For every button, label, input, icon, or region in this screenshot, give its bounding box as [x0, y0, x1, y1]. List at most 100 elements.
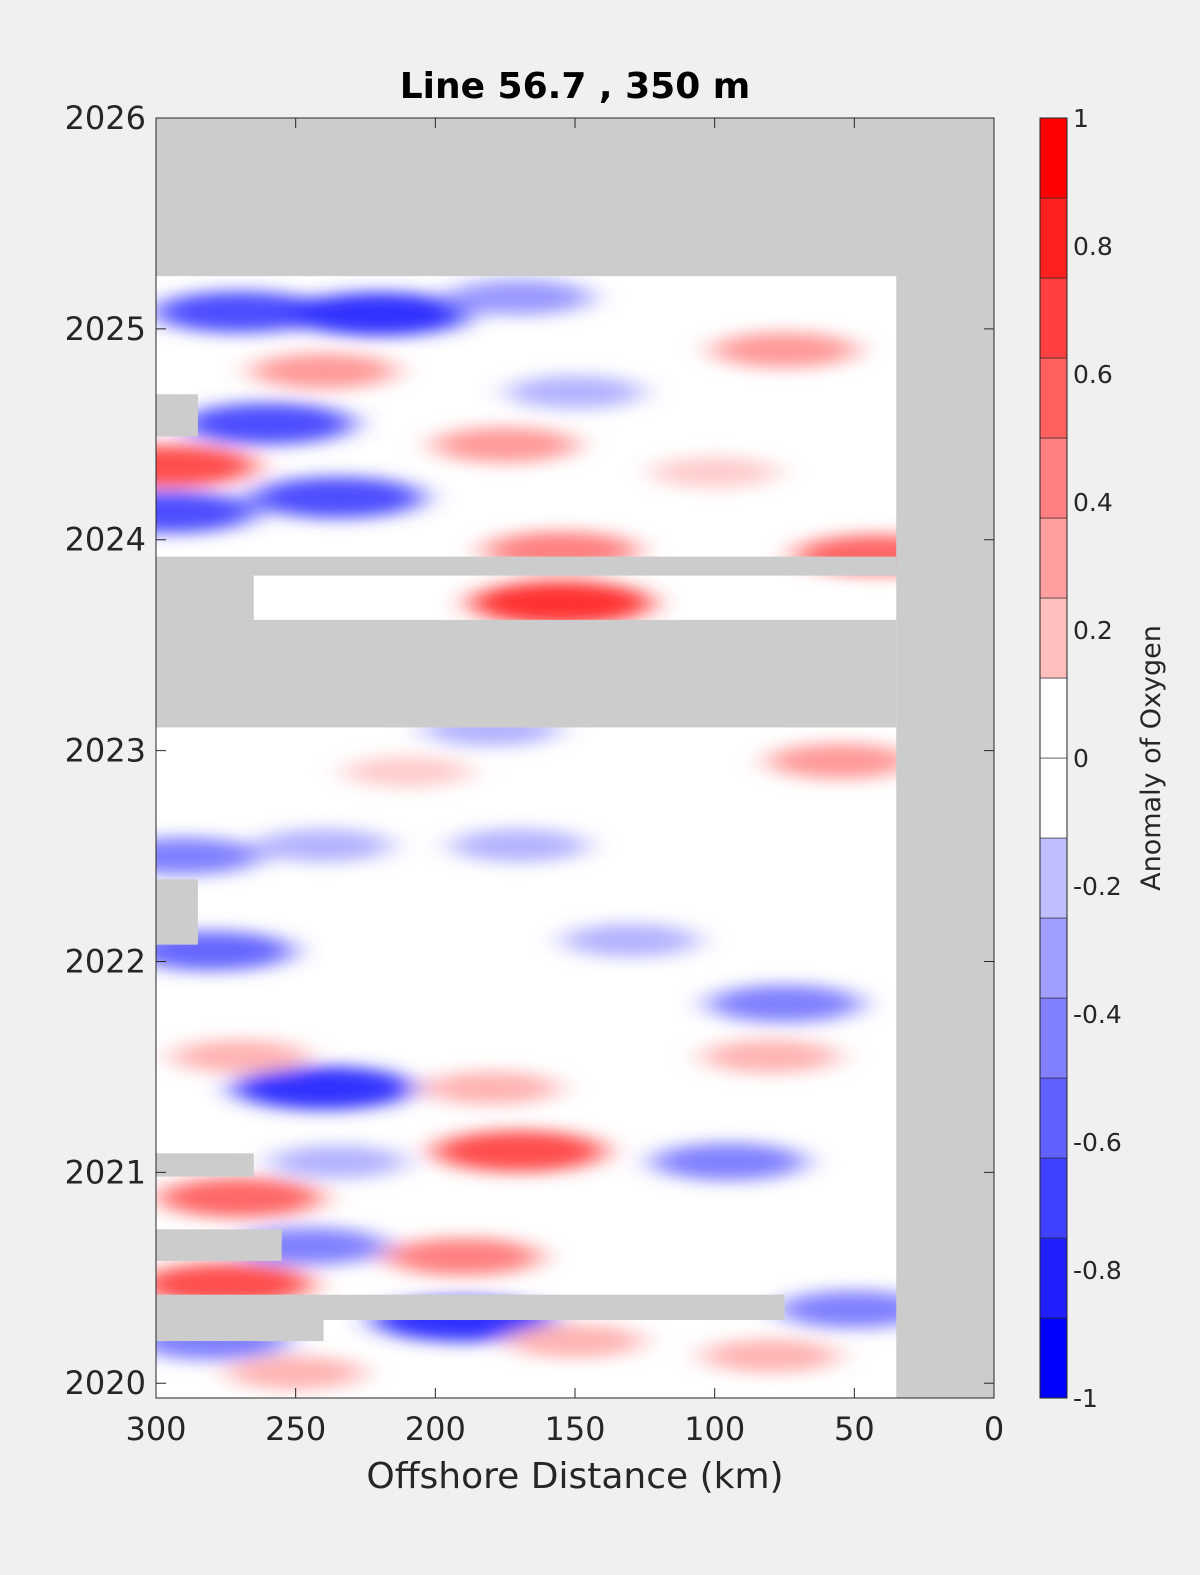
no-data-region: [156, 619, 897, 728]
no-data-region: [156, 1294, 785, 1320]
anomaly-blob: [650, 456, 779, 489]
no-data-region: [896, 118, 994, 1398]
x-tick-label: 50: [834, 1410, 875, 1448]
colorbar-band: [1039, 517, 1068, 599]
colorbar-band: [1039, 1317, 1068, 1399]
no-data-region: [156, 879, 198, 945]
x-axis-label: Offshore Distance (km): [366, 1456, 783, 1497]
colorbar-tick-label: 0.2: [1073, 616, 1113, 645]
no-data-layer: [156, 118, 994, 1398]
colorbar-band: [1039, 597, 1068, 679]
y-tick-label: 2024: [65, 521, 146, 559]
colorbar-band: [1039, 1157, 1068, 1239]
colorbar-band: [1039, 837, 1068, 919]
no-data-region: [156, 1229, 282, 1261]
anomaly-blob: [288, 292, 471, 337]
colorbar-band: [1039, 677, 1068, 759]
no-data-region: [156, 1153, 254, 1177]
anomaly-blob: [651, 1142, 807, 1181]
anomaly-blob: [422, 1071, 560, 1106]
chart-title: Line 56.7 , 350 m: [400, 66, 751, 107]
colorbar-tick-label: -0.4: [1073, 1000, 1122, 1029]
anomaly-blob: [156, 930, 294, 971]
colorbar-label: Anomaly of Oxygen: [1136, 625, 1167, 891]
y-tick-label: 2023: [65, 732, 146, 770]
anomaly-blob: [251, 476, 425, 519]
anomaly-blob: [343, 755, 472, 788]
colorbar-tick-label: -0.8: [1073, 1256, 1122, 1285]
y-tick-label: 2021: [65, 1153, 146, 1191]
anomaly-blob: [232, 1066, 415, 1111]
anomaly-blob: [711, 331, 858, 368]
x-axis: 300 250 200 150 100 50 0: [125, 118, 1004, 1448]
anomaly-blob: [250, 353, 397, 390]
plot-area: [156, 118, 994, 1398]
x-tick-label: 250: [265, 1410, 326, 1448]
no-data-region: [156, 118, 994, 277]
anomaly-blob: [255, 828, 393, 863]
anomaly-blob: [506, 1324, 644, 1359]
colorbar-band: [1039, 1237, 1068, 1319]
colorbar-tick-label: -0.2: [1073, 872, 1122, 901]
x-tick-label: 300: [125, 1410, 186, 1448]
anomaly-blob: [767, 743, 914, 780]
anomaly-blob: [702, 1338, 840, 1373]
colorbar-tick-label: -0.6: [1073, 1128, 1122, 1157]
anomaly-blob: [156, 444, 257, 487]
anomaly-blob: [432, 426, 579, 463]
anomaly-blob: [776, 1290, 932, 1329]
colorbar-band: [1039, 917, 1068, 999]
colorbar-band: [1039, 357, 1068, 439]
colorbar-tick-label: 0.6: [1073, 360, 1113, 389]
anomaly-blob: [385, 1237, 541, 1276]
colorbar-band: [1039, 117, 1068, 199]
anomaly-blob: [432, 1130, 606, 1173]
anomaly-blob: [446, 279, 593, 316]
colorbar-bands: [1039, 117, 1068, 1399]
x-tick-label: 100: [684, 1410, 745, 1448]
anomaly-blob: [269, 1144, 407, 1179]
x-tick-label: 150: [544, 1410, 605, 1448]
colorbar-tick-label: 0: [1073, 744, 1089, 773]
y-tick-label: 2026: [65, 99, 146, 137]
anomaly-blob: [157, 1177, 322, 1218]
anomaly-blob: [702, 1039, 840, 1074]
anomaly-blob: [707, 984, 862, 1023]
no-data-region: [156, 556, 897, 576]
anomaly-blob: [227, 1355, 365, 1390]
colorbar-frame: [1039, 117, 1068, 1399]
anomaly-blob: [156, 1263, 313, 1306]
no-data-region: [156, 1319, 324, 1342]
anomaly-blob: [450, 828, 588, 863]
y-tick-label: 2025: [65, 310, 146, 348]
anomaly-blob: [156, 837, 262, 876]
anomaly-blob: [562, 923, 700, 958]
colorbar-band: [1039, 437, 1068, 519]
anomaly-blob: [470, 581, 653, 626]
anomaly-blob: [181, 402, 355, 445]
y-tick-label: 2020: [65, 1364, 146, 1402]
no-data-region: [156, 575, 254, 620]
colorbar-band: [1039, 197, 1068, 279]
x-tick-label: 200: [405, 1410, 466, 1448]
x-tick-label: 0: [984, 1410, 1004, 1448]
y-axis: 2020 2021 2022 2023 2024 2025 2026: [65, 99, 994, 1402]
colorbar-tick-label: 1: [1073, 104, 1089, 133]
colorbar-band: [1039, 1077, 1068, 1159]
colorbar-tick-label: 0.8: [1073, 232, 1113, 261]
colorbar-band: [1039, 997, 1068, 1079]
no-data-region: [156, 394, 198, 437]
anomaly-blob: [156, 491, 257, 534]
colorbar-band: [1039, 277, 1068, 359]
anomaly-blob: [156, 291, 327, 333]
anomaly-layer: [156, 279, 959, 1390]
colorbar: 1 0.8 0.6 0.4 0.2 0 -0.2 -0.4 -0.6 -0.8 -1 Anomaly…: [1039, 104, 1167, 1413]
y-tick-label: 2022: [65, 942, 146, 980]
colorbar-tick-label: 0.4: [1073, 488, 1113, 517]
colorbar-band: [1039, 757, 1068, 839]
anomaly-blob: [506, 375, 644, 410]
colorbar-ticks: 1 0.8 0.6 0.4 0.2 0 -0.2 -0.4 -0.6 -0.8 -1: [1073, 104, 1122, 1413]
anomaly-blob: [171, 1039, 309, 1074]
colorbar-tick-label: -1: [1073, 1384, 1098, 1413]
